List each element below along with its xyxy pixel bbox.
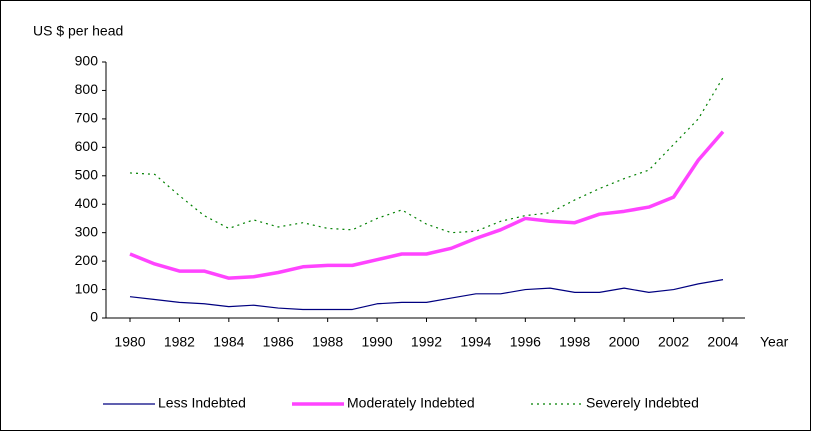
x-tick-label: 2004 bbox=[707, 334, 738, 350]
y-tick-label: 0 bbox=[90, 309, 98, 325]
y-tick-label: 600 bbox=[75, 138, 99, 154]
x-tick-label: 1980 bbox=[114, 334, 145, 350]
y-tick-label: 700 bbox=[75, 110, 99, 126]
x-tick-label: 1988 bbox=[312, 334, 343, 350]
y-tick-label: 300 bbox=[75, 223, 99, 239]
x-tick-label: 1990 bbox=[362, 334, 393, 350]
x-tick-label: 2002 bbox=[658, 334, 689, 350]
legend-label: Severely Indebted bbox=[586, 395, 699, 411]
x-tick-label: 1992 bbox=[411, 334, 442, 350]
y-tick-label: 200 bbox=[75, 252, 99, 268]
x-axis-label: Year bbox=[760, 334, 789, 350]
x-tick-label: 1986 bbox=[263, 334, 294, 350]
y-tick-label: 800 bbox=[75, 81, 99, 97]
series-line bbox=[129, 279, 724, 311]
x-tick-label: 2000 bbox=[609, 334, 640, 350]
series-line bbox=[129, 77, 724, 234]
y-tick-label: 500 bbox=[75, 166, 99, 182]
x-tick-label: 1984 bbox=[213, 334, 244, 350]
x-tick-label: 1996 bbox=[510, 334, 541, 350]
y-tick-label: 900 bbox=[75, 53, 99, 69]
x-tick-label: 1998 bbox=[559, 334, 590, 350]
y-tick-label: 400 bbox=[75, 195, 99, 211]
series-line bbox=[129, 130, 725, 280]
x-tick-label: 1982 bbox=[164, 334, 195, 350]
legend-label: Less Indebted bbox=[158, 395, 246, 411]
y-tick-label: 100 bbox=[75, 280, 99, 296]
legend-label: Moderately Indebted bbox=[347, 395, 475, 411]
x-tick-label: 1994 bbox=[460, 334, 491, 350]
y-axis-label: US $ per head bbox=[33, 23, 123, 39]
